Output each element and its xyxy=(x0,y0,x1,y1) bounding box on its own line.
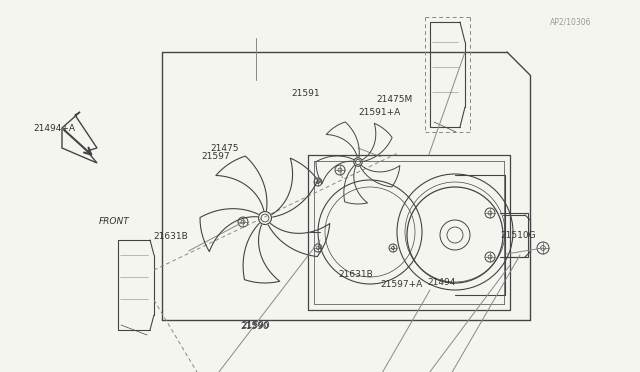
Text: 21597+A: 21597+A xyxy=(381,280,423,289)
Text: 21590: 21590 xyxy=(242,321,270,330)
Text: 21591+A: 21591+A xyxy=(358,108,401,117)
Text: 21591: 21591 xyxy=(291,89,320,98)
Text: 21494+A: 21494+A xyxy=(33,124,76,133)
Text: AP2/10306: AP2/10306 xyxy=(550,18,592,27)
Text: 21475: 21475 xyxy=(210,144,239,153)
Text: 21475M: 21475M xyxy=(376,95,413,104)
Text: 21631B: 21631B xyxy=(338,270,372,279)
Text: 21494: 21494 xyxy=(428,278,456,287)
Text: 21590: 21590 xyxy=(241,322,269,331)
Text: 21631B: 21631B xyxy=(154,232,188,241)
Text: 21510G: 21510G xyxy=(500,231,536,240)
Text: 21597: 21597 xyxy=(202,152,230,161)
Text: FRONT: FRONT xyxy=(99,217,130,226)
